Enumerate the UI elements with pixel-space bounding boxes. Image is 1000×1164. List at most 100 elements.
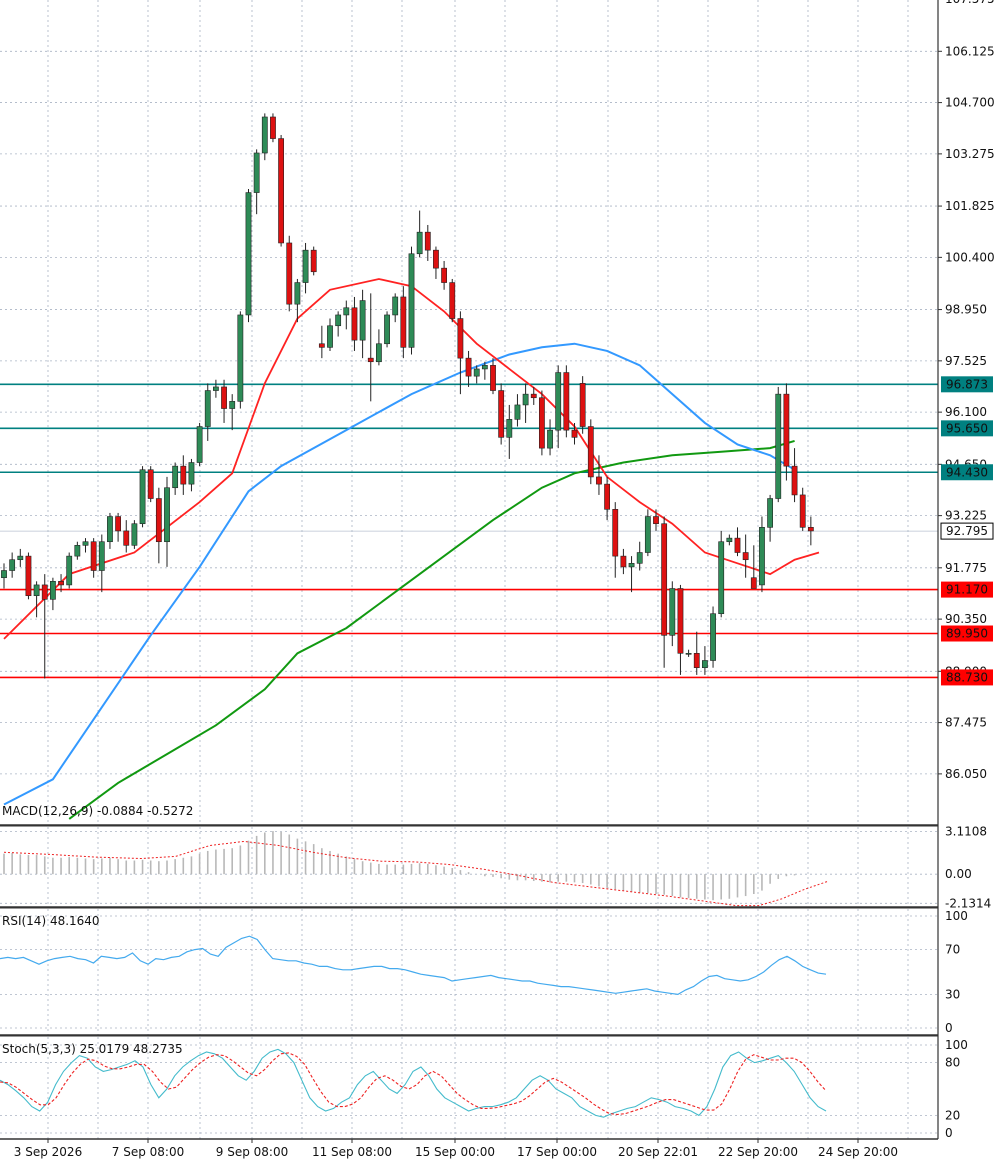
candle-up [481,365,488,370]
price-tick-label: 103.275 [945,147,995,161]
price-tick-label: 93.225 [945,509,987,523]
price-tick-label: 106.125 [945,44,995,58]
price-tick-label: 97.525 [945,354,987,368]
candle-up [514,404,521,420]
panel-frames [0,0,939,1140]
price-tick-label: 104.700 [945,96,995,110]
candle-up [164,487,170,543]
candle-up [416,231,423,255]
candle-down [278,138,284,244]
ma-slow-line [68,439,795,820]
candle-down [41,584,48,600]
candle-up [506,419,513,438]
candle-up [49,581,56,600]
stoch-tick-label: 100 [945,1038,968,1052]
price-tick-label: 86.050 [945,767,987,781]
candle-down [400,296,407,348]
candle-down [742,552,749,561]
candle-up [644,516,651,553]
candle-down [441,267,447,283]
level-tag-label: 94.430 [946,465,988,479]
candle-up [229,401,236,409]
rsi-line [0,935,827,996]
level-tag-label: 88.730 [946,670,988,684]
candle-down [750,577,757,589]
candle-down [563,372,570,431]
price-axis: 107.575 106.125 104.700 103.275 101.825 100.4… [938,0,995,1140]
candle-down [661,523,668,636]
macd-panel [3,831,828,907]
candle-up [343,307,350,316]
stochastic-panel [0,1048,827,1118]
candle-down [115,516,121,532]
candle-up [710,613,716,661]
ma-fast-line [3,278,820,640]
candle-up [759,527,765,586]
level-tag [941,625,993,642]
candle-up [9,559,16,571]
candle-up [172,465,179,489]
candle-down [433,249,439,269]
candle-up [628,563,635,568]
candle-up [701,660,708,669]
candle-down [807,527,814,532]
candle-up [33,584,40,597]
candle-down [25,555,32,597]
level-tag [941,669,993,686]
candle-down [799,494,806,528]
candle-up [327,325,333,348]
time-tick-label: 3 Sep 2026 [14,1145,82,1159]
candle-down [90,541,97,571]
candle-up [775,393,782,499]
time-tick-label: 9 Sep 08:00 [216,1145,288,1159]
grid-lines [0,0,938,1139]
candle-down [620,555,627,568]
candle-down [579,383,586,427]
time-axis: 3 Sep 2026 7 Sep 08:00 9 Sep 08:00 11 Sep 0… [14,1139,898,1159]
candle-up [547,429,553,449]
macd-tick-label: -2.1314 [945,896,991,910]
macd-tick-label: 0.00 [945,867,972,881]
candle-up [245,192,252,316]
rsi-tick-label: 70 [945,943,960,957]
price-tick-label: 96.100 [945,405,987,419]
price-tags: 96.873 95.650 94.430 91.170 89.950 88.730 92.7… [940,376,994,686]
candle-up [359,300,366,341]
time-tick-label: 7 Sep 08:00 [112,1145,184,1159]
candle-down [604,483,610,510]
price-tick-label: 107.575 [945,0,995,6]
candle-up [237,314,244,402]
candle-down [123,530,130,546]
stoch-signal-line [0,1052,827,1116]
candle-up [473,368,480,377]
candle-up [139,469,146,525]
time-tick-label: 11 Sep 08:00 [312,1145,392,1159]
candle-up [204,390,211,427]
macd-label: MACD(12,26,9) -0.0884 -0.5272 [2,804,193,818]
candle-up [302,249,309,283]
candle-down [612,509,619,557]
current-price-tag [940,522,994,540]
candle-down [791,465,798,496]
candle-down [286,242,293,305]
level-tag-label: 91.170 [946,583,988,597]
level-tag [941,464,993,481]
stoch-tick-label: 80 [945,1056,960,1070]
rsi-tick-label: 100 [945,909,968,923]
candle-up [82,541,89,546]
candle-down [653,516,659,525]
candle-up [636,552,643,564]
time-tick-label: 17 Sep 00:00 [517,1145,597,1159]
candle-up [726,537,733,543]
candle-up [392,296,399,316]
rsi-tick-label: 0 [945,1021,953,1035]
candle-down [221,386,227,409]
candle-up [213,386,219,391]
time-tick-label: 20 Sep 22:01 [618,1145,698,1159]
candle-up [188,462,195,485]
candle-down [58,581,64,586]
candle-down [318,343,325,348]
macd-signal-line [3,840,828,907]
candle-down [538,397,545,449]
